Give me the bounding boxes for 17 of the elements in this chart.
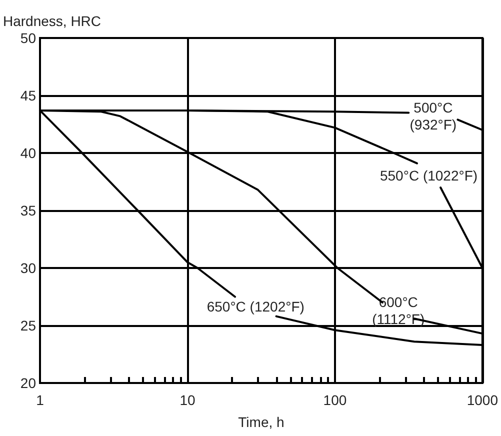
y-tick-label: 20: [20, 375, 36, 391]
x-tick-label: 10: [180, 392, 196, 408]
y-tick-label: 35: [20, 202, 36, 218]
x-tick-label: 1: [36, 392, 44, 408]
y-tick-label: 40: [20, 145, 36, 161]
y-tick-label: 25: [20, 318, 36, 334]
y-tick-label: 30: [20, 260, 36, 276]
y-tick-label: 45: [20, 88, 36, 104]
series-label: 600°C (1112°F): [372, 294, 425, 328]
y-tick-label: 50: [20, 30, 36, 46]
series-label: 500°C (932°F): [410, 100, 457, 133]
x-axis-title: Time, h: [238, 414, 284, 430]
series-label: 550°C (1022°F): [380, 167, 478, 184]
series-label: 650°C (1202°F): [206, 298, 304, 315]
x-tick-label: 100: [323, 392, 347, 408]
x-tick-label: 1000: [466, 392, 498, 408]
y-axis-title: Hardness, HRC: [3, 13, 102, 29]
